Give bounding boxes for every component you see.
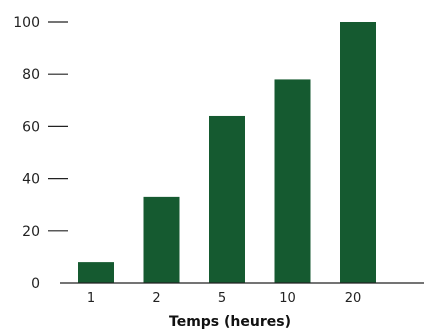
bar (274, 79, 311, 283)
bar (78, 262, 114, 283)
x-tick-label: 5 (218, 291, 226, 306)
x-tick-label: 20 (345, 291, 362, 306)
x-tick-label: 10 (279, 291, 296, 306)
bar (143, 196, 180, 283)
bar (209, 115, 245, 284)
y-tick-label: 100 (13, 15, 40, 31)
x-axis-label: Temps (heures) (169, 314, 291, 330)
y-axis: 0 20 40 60 80 100 (13, 15, 68, 292)
x-tick-label: 2 (152, 291, 160, 306)
bars (78, 22, 376, 284)
y-tick-label: 20 (22, 224, 40, 240)
x-tick-label: 1 (87, 291, 95, 306)
bar (340, 22, 376, 283)
y-tick-label: 40 (22, 172, 40, 188)
x-axis: 1 2 5 10 20 (60, 282, 424, 306)
y-tick-label: 0 (31, 276, 40, 292)
y-tick-label: 60 (22, 119, 40, 135)
y-tick-label: 80 (22, 67, 40, 83)
